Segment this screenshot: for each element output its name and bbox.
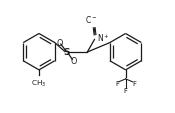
Text: F: F [115, 80, 119, 86]
Text: O: O [71, 57, 77, 66]
Text: N$^+$: N$^+$ [97, 32, 110, 44]
Text: F: F [132, 80, 136, 86]
Text: F: F [124, 87, 128, 93]
Text: O: O [56, 39, 63, 48]
Text: CH$_3$: CH$_3$ [31, 78, 47, 88]
Text: S: S [64, 48, 70, 57]
Text: C$^-$: C$^-$ [85, 14, 97, 25]
